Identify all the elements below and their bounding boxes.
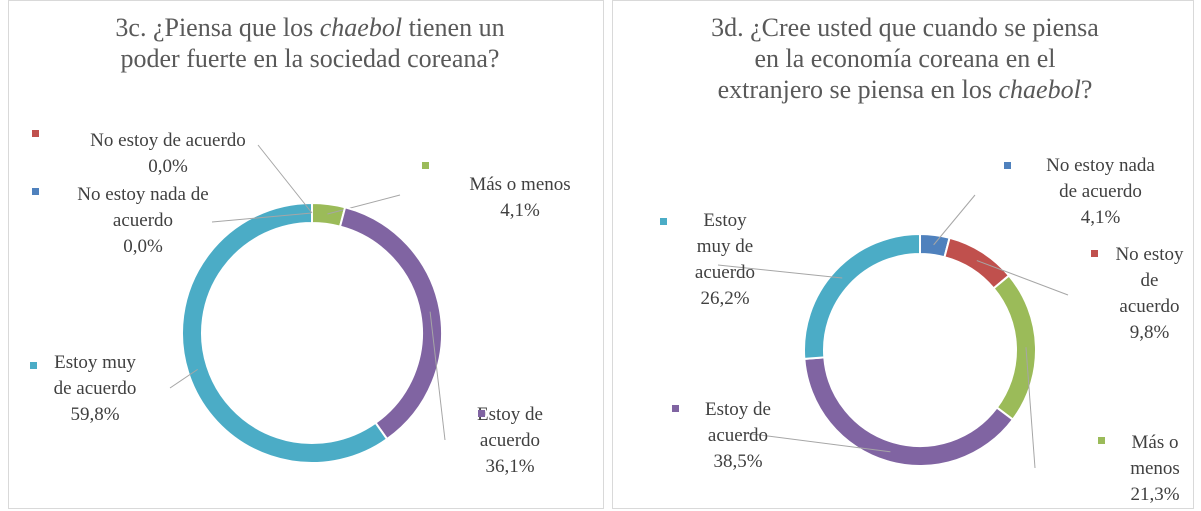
leader-line bbox=[933, 194, 976, 246]
label-name: No estoy de acuerdo bbox=[90, 130, 246, 151]
data-label: Estoy de acuerdo 38,5% bbox=[688, 397, 788, 475]
legend-marker bbox=[1091, 250, 1098, 257]
legend-marker bbox=[660, 218, 667, 225]
donut-slice bbox=[338, 206, 443, 441]
chart-title: 3c. ¿Piensa que los chaebol tienen un po… bbox=[95, 12, 525, 74]
leader-line bbox=[327, 194, 401, 215]
label-value: 36,1% bbox=[485, 456, 535, 477]
data-label: Más o menos 21,3% bbox=[1120, 430, 1190, 508]
legend-marker bbox=[30, 362, 37, 369]
label-name: Más o menos bbox=[469, 174, 571, 195]
label-name: Estoy de acuerdo bbox=[477, 404, 543, 451]
leader-line bbox=[211, 212, 313, 223]
legend-marker bbox=[422, 162, 429, 169]
title-part: 3d. ¿Cree usted que cuando se piensa en … bbox=[711, 13, 1099, 104]
label-value: 59,8% bbox=[70, 404, 120, 425]
title-part: ? bbox=[1080, 75, 1093, 104]
leader-line bbox=[744, 432, 891, 453]
label-name: No estoy de acuerdo bbox=[1115, 244, 1184, 317]
title-part: 3c. ¿Piensa que los bbox=[115, 13, 320, 42]
data-label: Estoy muy de acuerdo 59,8% bbox=[45, 350, 145, 428]
leader-line bbox=[169, 368, 198, 389]
chart-panel bbox=[612, 0, 1194, 509]
title-part: chaebol bbox=[998, 75, 1081, 104]
legend-marker bbox=[1098, 437, 1105, 444]
legend-marker bbox=[672, 405, 679, 412]
chart-title: 3d. ¿Cree usted que cuando se piensa en … bbox=[705, 12, 1105, 105]
data-label: No estoy de acuerdo 9,8% bbox=[1112, 242, 1187, 346]
label-value: 21,3% bbox=[1130, 484, 1180, 505]
label-name: Estoy de acuerdo bbox=[705, 399, 771, 446]
leader-line bbox=[257, 144, 313, 214]
data-label: Estoy de acuerdo 36,1% bbox=[460, 402, 560, 480]
leader-line bbox=[1025, 347, 1036, 469]
data-label: No estoy nada de acuerdo 4,1% bbox=[1038, 153, 1163, 231]
title-part: tienen un poder fuerte en la sociedad co… bbox=[120, 13, 505, 73]
leader-line bbox=[717, 264, 843, 279]
legend-marker bbox=[32, 130, 39, 137]
data-label: Estoy muy de acuerdo 26,2% bbox=[690, 208, 760, 312]
label-value: 26,2% bbox=[700, 288, 750, 309]
legend-marker bbox=[478, 410, 485, 417]
legend-marker bbox=[1004, 162, 1011, 169]
label-value: 0,0% bbox=[148, 156, 188, 177]
label-value: 4,1% bbox=[1080, 207, 1121, 228]
label-name: Estoy muy de acuerdo bbox=[53, 352, 137, 399]
legend-marker bbox=[32, 188, 39, 195]
donut-slice bbox=[803, 356, 1015, 467]
leader-line bbox=[429, 311, 446, 441]
chart-panel bbox=[8, 0, 604, 509]
label-value: 4,1% bbox=[500, 200, 540, 221]
donut-slice bbox=[943, 236, 1011, 290]
data-label: No estoy de acuerdo 0,0% bbox=[58, 128, 278, 180]
label-value: 38,5% bbox=[713, 451, 763, 472]
leader-line bbox=[976, 260, 1069, 296]
label-name: No estoy nada de acuerdo bbox=[77, 184, 209, 231]
title-part: chaebol bbox=[319, 13, 403, 42]
label-name: Más o menos bbox=[1130, 432, 1180, 479]
data-label: Más o menos 4,1% bbox=[445, 172, 595, 224]
label-value: 0,0% bbox=[123, 236, 163, 257]
label-name: Estoy muy de acuerdo bbox=[694, 210, 756, 283]
label-name: No estoy nada de acuerdo bbox=[1046, 155, 1155, 202]
donut-slice bbox=[803, 232, 921, 361]
data-label: No estoy nada de acuerdo 0,0% bbox=[58, 182, 228, 260]
label-value: 9,8% bbox=[1129, 322, 1170, 343]
